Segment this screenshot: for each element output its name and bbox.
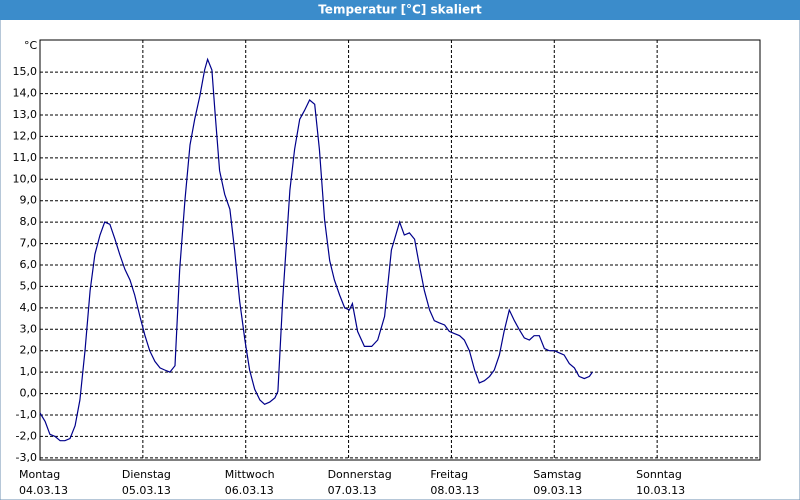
x-tick-date: 09.03.13: [533, 484, 582, 497]
y-tick-label: 15,0: [13, 65, 38, 78]
plot-frame: [39, 39, 761, 461]
x-tick-label: Mittwoch: [225, 468, 275, 481]
x-tick-label: Sonntag: [636, 468, 682, 481]
y-tick-label: 3,0: [20, 322, 38, 335]
y-tick-label: 12,0: [13, 129, 38, 142]
y-tick-label: 4,0: [20, 301, 38, 314]
x-tick-label: Montag: [19, 468, 60, 481]
x-tick-label: Samstag: [533, 468, 581, 481]
window-title: Temperatur [°C] skaliert: [318, 3, 482, 17]
y-unit: °C: [24, 39, 38, 52]
title-bar: [0, 0, 800, 20]
y-tick-label: 1,0: [20, 365, 38, 378]
x-tick-date: 06.03.13: [225, 484, 274, 497]
x-tick-date: 10.03.13: [636, 484, 685, 497]
x-tick-date: 07.03.13: [328, 484, 377, 497]
x-tick-date: 08.03.13: [430, 484, 479, 497]
temperature-line: [39, 57, 593, 442]
y-tick-label: 7,0: [20, 237, 38, 250]
x-tick-label: Donnerstag: [328, 468, 392, 481]
x-tick-label: Dienstag: [122, 468, 171, 481]
y-tick-label: 10,0: [13, 172, 38, 185]
y-tick-label: -3,0: [16, 451, 37, 464]
y-tick-label: 2,0: [20, 344, 38, 357]
y-tick-label: 5,0: [20, 279, 38, 292]
x-tick-date: 04.03.13: [19, 484, 68, 497]
x-tick-date: 05.03.13: [122, 484, 171, 497]
y-tick-label: 13,0: [13, 108, 38, 121]
y-tick-label: 6,0: [20, 258, 38, 271]
y-tick-label: 8,0: [20, 215, 38, 228]
y-tick-label: 11,0: [13, 151, 38, 164]
y-tick-label: 9,0: [20, 194, 38, 207]
y-tick-label: 0,0: [20, 387, 38, 400]
y-tick-label: -1,0: [16, 408, 37, 421]
y-tick-label: -2,0: [16, 429, 37, 442]
y-tick-label: 14,0: [13, 87, 38, 100]
x-tick-label: Freitag: [430, 468, 468, 481]
